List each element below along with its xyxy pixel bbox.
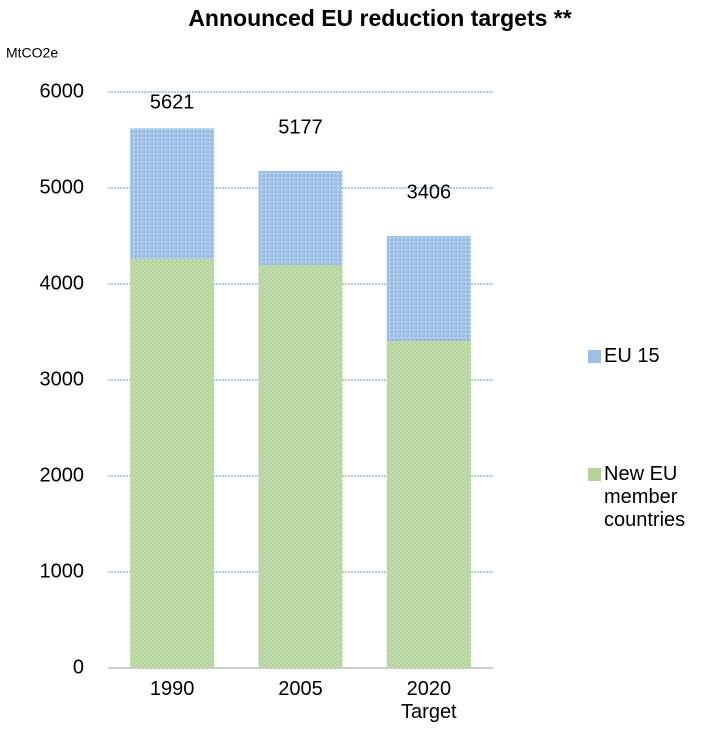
y-tick-label: 6000	[40, 80, 85, 102]
bar-segment	[386, 341, 471, 668]
legend-label: EU 15	[604, 345, 660, 367]
bar-segment	[258, 264, 343, 668]
x-tick-label: 2020 Target	[401, 678, 457, 723]
bar-segment	[386, 236, 471, 342]
y-tick-label: 2000	[40, 464, 85, 486]
y-tick-label: 4000	[40, 272, 85, 294]
y-tick-label: 3000	[40, 368, 85, 390]
y-tick-label: 5000	[40, 176, 85, 198]
legend-item: New EU member countries	[588, 463, 714, 532]
legend-swatch	[588, 468, 601, 481]
legend-item: EU 15	[588, 345, 714, 368]
y-tick-label: 0	[73, 656, 84, 678]
data-label: 5621	[150, 92, 195, 114]
x-tick-label: 2005	[278, 678, 323, 700]
y-axis-label: MtCO2e	[6, 45, 58, 61]
x-tick-label: 1990	[149, 678, 195, 700]
bar-segment	[258, 171, 343, 265]
legend-label: New EU member countries	[604, 463, 686, 531]
data-label: 3406	[407, 181, 452, 203]
chart-title: Announced EU reduction targets **	[188, 5, 571, 31]
bar-segment	[130, 128, 215, 260]
legend-swatch	[588, 350, 601, 363]
y-tick-label: 1000	[40, 560, 85, 582]
data-label: 5177	[278, 116, 323, 138]
bar-segment	[130, 259, 215, 668]
